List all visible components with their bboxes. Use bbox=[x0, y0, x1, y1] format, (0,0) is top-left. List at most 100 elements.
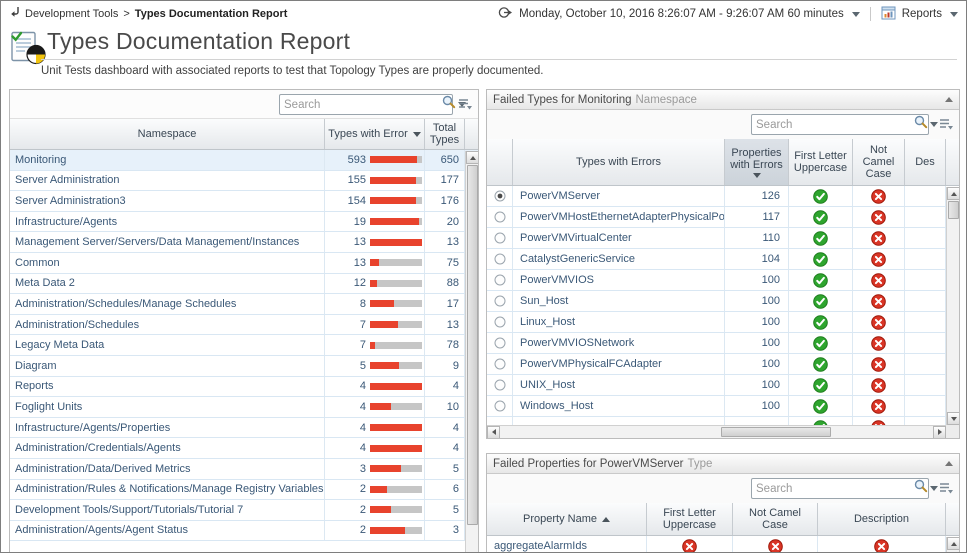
table-customizer-button[interactable] bbox=[939, 481, 954, 500]
search-icon[interactable] bbox=[914, 479, 928, 498]
pass-icon bbox=[813, 420, 828, 425]
namespace-row[interactable]: Diagram 5 9 bbox=[10, 355, 478, 377]
failed-type-row[interactable]: PowerVMVIOSNetwork 100 bbox=[487, 333, 959, 354]
total-types-cell: 4 bbox=[425, 438, 465, 458]
failed-properties-vertical-scrollbar[interactable] bbox=[946, 537, 959, 552]
scrollbar-thumb[interactable] bbox=[721, 427, 832, 437]
column-header-not-camel-case[interactable]: Not Camel Case bbox=[733, 503, 818, 535]
failed-type-row[interactable]: Linux_Host 100 bbox=[487, 312, 959, 333]
description-cell bbox=[905, 270, 946, 290]
namespace-row[interactable]: Server Administration 155 177 bbox=[10, 170, 478, 192]
column-header-first-letter-uppercase[interactable]: First Letter Uppercase bbox=[647, 503, 733, 535]
scrollbar-thumb[interactable] bbox=[466, 165, 478, 525]
namespace-row[interactable]: Monitoring 593 650 bbox=[10, 150, 478, 171]
row-radio-button[interactable] bbox=[494, 190, 506, 202]
scrollbar-thumb[interactable] bbox=[947, 201, 959, 219]
column-header-first-letter-uppercase[interactable]: First Letter Uppercase bbox=[789, 139, 853, 185]
row-radio-button[interactable] bbox=[494, 253, 506, 265]
properties-with-errors-cell: 126 bbox=[725, 186, 789, 206]
column-header-property-name[interactable]: Property Name bbox=[487, 503, 647, 535]
row-radio-button[interactable] bbox=[494, 274, 506, 286]
search-input[interactable] bbox=[280, 98, 442, 111]
failed-type-row[interactable]: PowerVMHostEthernetAdapterPhysicalPort 11… bbox=[487, 207, 959, 228]
types-with-error-cell: 593 bbox=[325, 150, 425, 170]
partial-table-row[interactable] bbox=[487, 417, 959, 425]
reports-dropdown-icon[interactable] bbox=[950, 11, 958, 17]
first-letter-uppercase-cell bbox=[789, 417, 853, 425]
namespace-row[interactable]: Management Server/Servers/Data Managemen… bbox=[10, 232, 478, 253]
column-header-properties-with-errors[interactable]: Properties with Errors bbox=[725, 139, 789, 185]
namespace-row[interactable]: Legacy Meta Data 7 78 bbox=[10, 335, 478, 356]
namespace-row[interactable]: Development Tools/Support/Tutorials/Tuto… bbox=[10, 500, 478, 521]
failed-type-row[interactable]: PowerVMPhysicalFCAdapter 100 bbox=[487, 354, 959, 375]
namespace-row[interactable]: Common 13 75 bbox=[10, 252, 478, 274]
namespace-row[interactable]: Infrastructure/Agents/Properties 4 4 bbox=[10, 417, 478, 439]
failed-type-row[interactable]: CatalystGenericService 104 bbox=[487, 249, 959, 270]
search-input[interactable] bbox=[752, 118, 914, 131]
row-radio-button[interactable] bbox=[494, 232, 506, 244]
failed-type-row[interactable]: Sun_Host 100 bbox=[487, 291, 959, 312]
collapse-panel-button[interactable] bbox=[945, 97, 953, 102]
search-icon[interactable] bbox=[914, 115, 928, 134]
namespace-row[interactable]: Administration/Schedules 7 13 bbox=[10, 314, 478, 336]
collapse-panel-button[interactable] bbox=[945, 461, 953, 466]
namespace-row[interactable]: Administration/Agents/Agent Status 2 3 bbox=[10, 520, 478, 542]
failed-type-row[interactable]: PowerVMVIOS 100 bbox=[487, 270, 959, 291]
namespace-row[interactable]: Administration/Schedules/Manage Schedule… bbox=[10, 294, 478, 315]
row-radio-button[interactable] bbox=[494, 211, 506, 223]
time-range-dropdown-icon[interactable] bbox=[851, 11, 860, 17]
search-options-dropdown-icon[interactable] bbox=[930, 486, 938, 491]
failed-types-horizontal-scrollbar[interactable] bbox=[487, 425, 946, 438]
column-header-total-types[interactable]: Total Types bbox=[425, 119, 465, 149]
failed-type-row[interactable]: PowerVMVirtualCenter 110 bbox=[487, 228, 959, 249]
column-header-not-camel-case[interactable]: Not Camel Case bbox=[853, 139, 905, 185]
search-input[interactable] bbox=[752, 482, 914, 495]
column-header-namespace[interactable]: Namespace bbox=[10, 119, 325, 149]
namespace-row[interactable]: Administration/Credentials/Agents 4 4 bbox=[10, 438, 478, 459]
namespace-vertical-scrollbar[interactable] bbox=[465, 151, 478, 552]
table-customizer-button[interactable] bbox=[458, 97, 473, 116]
row-radio-button[interactable] bbox=[494, 316, 506, 328]
namespace-row[interactable]: Meta Data 2 12 88 bbox=[10, 273, 478, 295]
pass-icon bbox=[813, 272, 828, 288]
scroll-down-button[interactable] bbox=[947, 412, 959, 425]
reports-menu[interactable]: Reports bbox=[901, 8, 942, 20]
namespace-row[interactable]: Server Administration3 154 176 bbox=[10, 191, 478, 212]
breadcrumb-section[interactable]: Development Tools bbox=[25, 7, 119, 20]
scroll-left-button[interactable] bbox=[487, 425, 500, 438]
scroll-right-button[interactable] bbox=[933, 425, 946, 438]
failed-type-row[interactable]: Windows_Host 100 bbox=[487, 396, 959, 417]
scroll-up-button[interactable] bbox=[947, 537, 959, 550]
row-radio-button[interactable] bbox=[494, 358, 506, 370]
failed-types-vertical-scrollbar[interactable] bbox=[946, 187, 959, 425]
scroll-up-button[interactable] bbox=[947, 187, 959, 200]
column-header-types-with-error[interactable]: Types with Error bbox=[325, 119, 425, 149]
row-radio-button[interactable] bbox=[494, 400, 506, 412]
failed-type-row[interactable]: UNIX_Host 100 bbox=[487, 375, 959, 396]
namespace-row[interactable]: Administration/Rules & Notifications/Man… bbox=[10, 479, 478, 501]
breadcrumb-action-icon[interactable] bbox=[9, 6, 20, 21]
failed-property-row[interactable]: aggregateAlarmIds bbox=[487, 536, 959, 552]
namespace-row[interactable]: Reports 4 4 bbox=[10, 376, 478, 398]
failed-type-row[interactable]: PowerVMServer 126 bbox=[487, 186, 959, 207]
table-customizer-button[interactable] bbox=[939, 117, 954, 136]
namespace-row[interactable]: Infrastructure/Agents 19 20 bbox=[10, 211, 478, 233]
namespace-row[interactable]: Administration/Data/Derived Metrics 3 5 bbox=[10, 458, 478, 480]
properties-with-errors-cell: 110 bbox=[725, 228, 789, 248]
row-radio-button[interactable] bbox=[494, 337, 506, 349]
column-header-description[interactable]: Description bbox=[818, 503, 946, 535]
column-header-description-truncated[interactable]: Des bbox=[905, 139, 946, 185]
fail-icon bbox=[871, 209, 886, 225]
namespace-row[interactable]: Foglight Units 4 10 bbox=[10, 397, 478, 418]
search-options-dropdown-icon[interactable] bbox=[458, 102, 466, 107]
not-camel-case-cell bbox=[853, 270, 905, 290]
row-radio-button[interactable] bbox=[494, 295, 506, 307]
row-radio-button[interactable] bbox=[494, 379, 506, 391]
namespace-toolbar bbox=[10, 90, 478, 119]
column-header-types-with-errors[interactable]: Types with Errors bbox=[513, 139, 725, 185]
search-icon[interactable] bbox=[442, 95, 456, 114]
time-range-selector[interactable]: Monday, October 10, 2016 8:26:07 AM - 9:… bbox=[519, 8, 844, 20]
search-options-dropdown-icon[interactable] bbox=[930, 122, 938, 127]
type-name-cell: PowerVMVIOSNetwork bbox=[513, 333, 725, 353]
scroll-up-button[interactable] bbox=[466, 151, 478, 164]
